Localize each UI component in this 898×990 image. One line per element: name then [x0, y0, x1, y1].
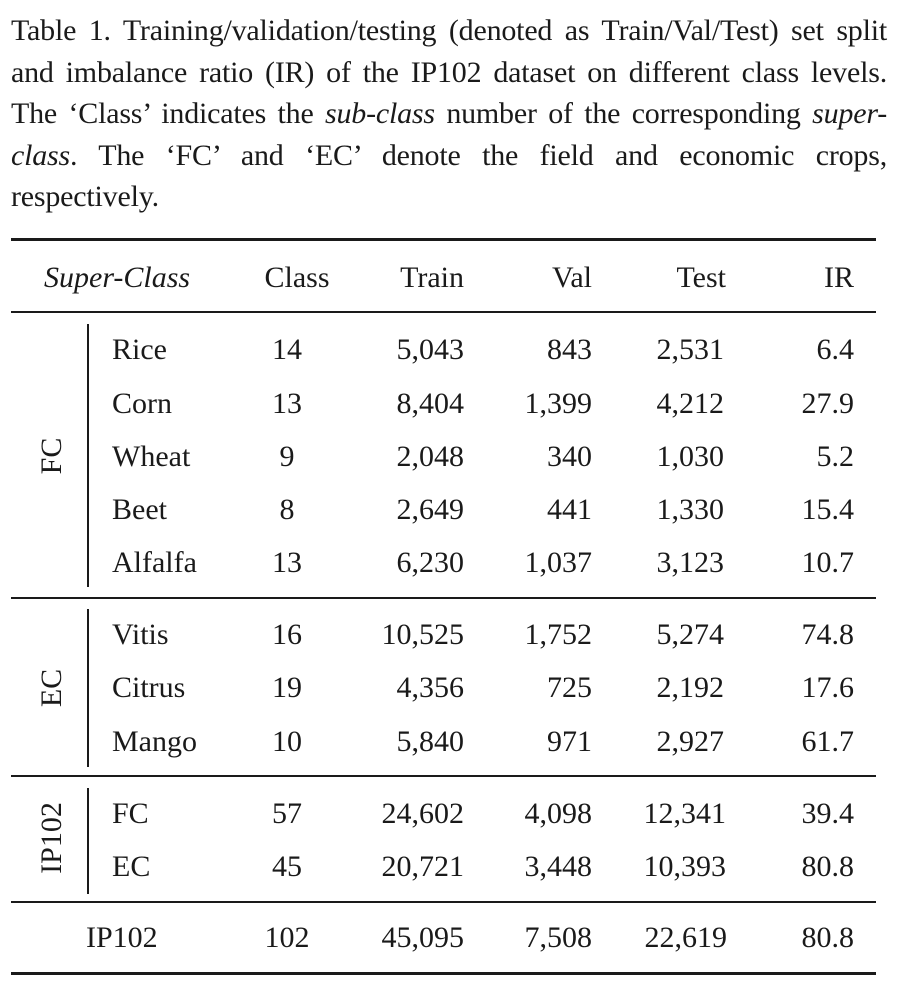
row-ir: 61.7: [801, 725, 855, 758]
row-ir: 10.7: [801, 546, 855, 579]
caption-suffix: . The ‘FC’ and ‘EC’ denote the field and…: [11, 138, 887, 214]
row-class: 19: [272, 671, 302, 704]
total-class: 102: [264, 921, 310, 954]
total-val: 7,508: [524, 921, 593, 954]
row-test: 2,531: [656, 333, 725, 366]
row-ir: 6.4: [816, 333, 855, 366]
row-name: EC: [112, 850, 151, 883]
row-class: 45: [272, 850, 302, 883]
fc-group-line: [87, 324, 89, 587]
row-val: 725: [547, 671, 592, 704]
row-name: Alfalfa: [112, 546, 197, 579]
row-train: 6,230: [396, 546, 465, 579]
row-val: 340: [547, 440, 592, 473]
row-name: Corn: [112, 387, 172, 420]
header-ir: IR: [824, 261, 854, 294]
row-train: 2,649: [396, 493, 465, 526]
row-train: 8,404: [396, 387, 465, 420]
row-class: 16: [272, 618, 302, 651]
row-test: 10,393: [643, 850, 727, 883]
row-class: 9: [279, 440, 295, 473]
row-train: 2,048: [396, 440, 465, 473]
row-test: 5,274: [656, 618, 725, 651]
row-test: 4,212: [656, 387, 725, 420]
row-class: 57: [272, 797, 302, 830]
row-train: 5,840: [396, 725, 465, 758]
row-class: 13: [272, 387, 302, 420]
group-separator-total: [11, 901, 876, 903]
row-test: 12,341: [643, 797, 727, 830]
row-val: 971: [547, 725, 592, 758]
caption-middle: number of the corresponding: [434, 97, 813, 130]
row-train: 20,721: [381, 850, 465, 883]
row-test: 2,192: [656, 671, 725, 704]
group-label-fc: FC: [35, 437, 68, 475]
header-train: Train: [400, 261, 464, 294]
row-val: 3,448: [524, 850, 593, 883]
total-test: 22,619: [644, 921, 728, 954]
total-name: IP102: [86, 921, 158, 954]
total-ir: 80.8: [801, 921, 855, 954]
ip102-group-line: [87, 788, 89, 894]
row-ir: 74.8: [801, 618, 855, 651]
row-name: Citrus: [112, 671, 186, 704]
row-ir: 15.4: [801, 493, 855, 526]
row-test: 2,927: [656, 725, 725, 758]
group-label-ec: EC: [35, 668, 68, 708]
row-val: 441: [547, 493, 592, 526]
row-test: 1,030: [656, 440, 725, 473]
row-class: 10: [272, 725, 302, 758]
row-class: 13: [272, 546, 302, 579]
row-val: 1,752: [524, 618, 593, 651]
total-train: 45,095: [381, 921, 465, 954]
row-class: 14: [272, 333, 302, 366]
row-name: Mango: [112, 725, 197, 758]
row-train: 5,043: [396, 333, 465, 366]
row-val: 1,037: [524, 546, 593, 579]
group-separator-fc-ec: [11, 597, 876, 599]
ec-group-line: [87, 609, 89, 767]
row-ir: 5.2: [816, 440, 855, 473]
caption-italic-subclass: sub-class: [325, 97, 435, 130]
row-val: 843: [547, 333, 592, 366]
caption-prefix: Table 1. Training/validation/testing (de…: [11, 14, 887, 130]
header-test: Test: [676, 261, 726, 294]
row-name: FC: [112, 797, 149, 830]
row-ir: 39.4: [801, 797, 855, 830]
row-name: Rice: [112, 333, 167, 366]
row-train: 4,356: [396, 671, 465, 704]
header-super-class: Super-Class: [44, 261, 191, 294]
row-test: 1,330: [656, 493, 725, 526]
row-train: 24,602: [381, 797, 465, 830]
row-name: Vitis: [112, 618, 169, 651]
header-val: Val: [552, 261, 592, 294]
table-caption: Table 1. Training/validation/testing (de…: [11, 10, 887, 218]
row-val: 4,098: [524, 797, 593, 830]
bottom-rule: [11, 972, 876, 975]
caption-italic-superclass: super-class: [11, 97, 888, 172]
header-rule: [11, 311, 876, 313]
row-test: 3,123: [656, 546, 725, 579]
row-ir: 80.8: [801, 850, 855, 883]
header-class: Class: [264, 261, 330, 294]
row-name: Wheat: [112, 440, 191, 473]
group-separator-ec-ip102: [11, 775, 876, 777]
row-val: 1,399: [524, 387, 593, 420]
row-ir: 17.6: [801, 671, 855, 704]
top-rule: [11, 238, 876, 241]
row-train: 10,525: [381, 618, 465, 651]
row-name: Beet: [112, 493, 167, 526]
row-class: 8: [279, 493, 295, 526]
group-label-ip102: IP102: [35, 802, 68, 874]
row-ir: 27.9: [801, 387, 855, 420]
